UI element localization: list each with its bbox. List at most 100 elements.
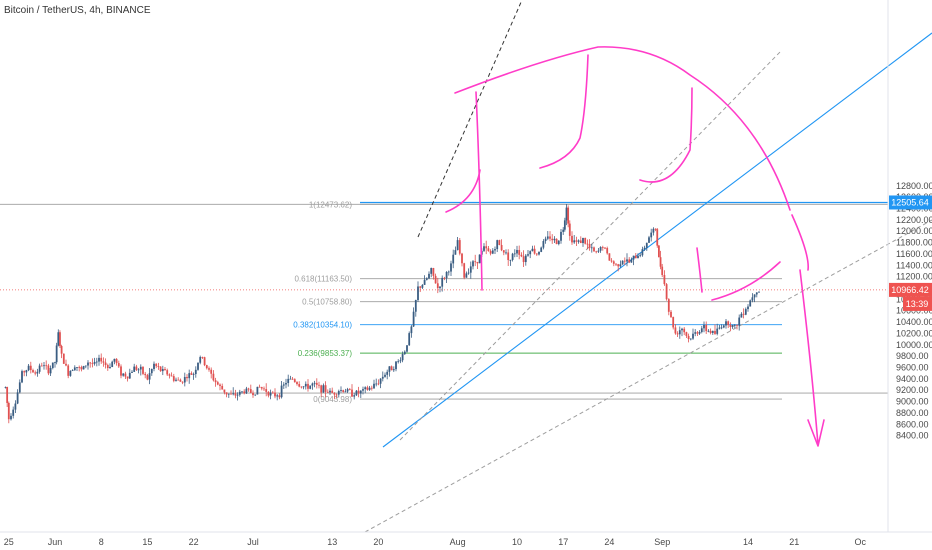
candle [331,387,334,394]
candle-body [511,253,514,260]
candle [465,271,468,278]
candle [186,374,188,382]
candle-body [76,367,78,368]
candle-body [496,240,499,250]
candle [467,268,470,275]
candle [689,338,692,341]
candle [643,245,646,251]
candle [274,388,276,399]
candle-body [535,253,538,255]
candle [494,246,496,255]
candle [590,243,593,253]
candle-body [533,248,536,254]
candle [747,304,749,312]
candle-body [16,392,19,404]
candle [221,383,224,390]
candle [351,384,353,398]
fib-retracement[interactable]: 1(12473.62) 0.618(11163.50) 0.5(10758.80) 0… [293,200,782,404]
candle-body [6,387,9,403]
candle-body [38,365,41,372]
candle [164,367,166,371]
candle-body [225,392,228,395]
candle-body [230,393,232,395]
candle [487,246,490,252]
candle-body [458,240,461,254]
candle [716,323,719,336]
candle [392,366,395,372]
candle [597,248,600,253]
candle-body [742,313,745,315]
candle [313,380,316,388]
candle-body [25,370,28,373]
candle-body [736,324,738,326]
candle-body [263,388,265,390]
candle [177,377,180,381]
candle-body [500,244,503,251]
candle-body [247,388,250,390]
candle [683,327,686,336]
candle-body [696,332,699,334]
candle [153,361,155,372]
candle-body [417,286,419,301]
candle-body [62,353,65,364]
candle-body [71,370,74,372]
candle [208,366,210,372]
candle [214,377,217,387]
candle [401,351,404,363]
candle [249,384,252,394]
candle-body [557,240,560,245]
candle [579,236,582,244]
candle-body [47,365,50,374]
candle [577,239,580,244]
candle-body [425,278,428,280]
x-tick-label: 13 [327,537,337,547]
candle-body [170,375,173,377]
y-tick-label: 11200.00 [896,272,932,282]
candle-body [502,250,505,253]
candle [443,276,446,281]
candle [755,292,758,298]
candle [25,369,28,377]
candle-body [280,385,283,398]
candle [120,364,122,379]
candle-body [7,402,10,420]
candle-body [672,317,675,328]
candle-body [705,325,708,332]
hand-curve-left [445,169,481,213]
candle [113,358,116,365]
candle-body [337,391,340,395]
candle [381,371,384,382]
candle-body [36,371,39,374]
candle [586,239,589,250]
candle [49,365,52,376]
candle-body [208,368,210,370]
candle [414,299,417,317]
candle [390,365,393,371]
candle [593,246,595,252]
y-tick-label: 8800.00 [896,408,929,418]
y-tick-label: 11600.00 [896,249,932,259]
candle [469,261,472,279]
fib-level-label: 1(12473.62) [309,200,352,209]
candle-body [461,253,463,264]
candle [641,246,644,257]
candle-body [527,254,529,256]
candle [6,386,9,407]
hand-stroke-left [475,91,483,291]
candle [489,249,492,256]
candle [458,237,461,256]
candle-body [626,259,628,262]
candle [573,235,576,244]
candle-body [410,326,413,334]
candle-body [359,390,362,394]
candle-body [67,365,70,376]
time-axis[interactable]: 25 Jun 8 15 22 Jul 13 20 Aug 10 17 24 Sep 14 21 Oc [4,537,867,547]
candle-body [161,369,164,372]
candle [348,387,351,391]
candle [194,366,197,378]
candle [722,324,725,329]
candles-layer [4,203,760,424]
candle [421,284,424,289]
candle-body [278,395,281,398]
